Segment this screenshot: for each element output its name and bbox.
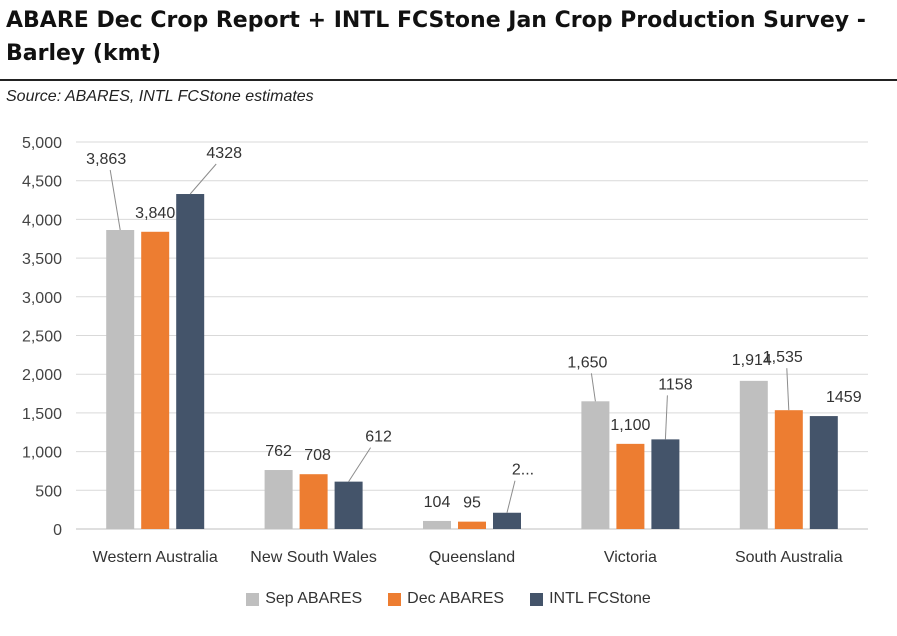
legend-item: INTL FCStone [530,590,651,608]
label-leader-line [189,163,217,195]
chart-title: ABARE Dec Crop Report + INTL FCStone Jan… [6,8,866,66]
bar [809,416,838,529]
bar [651,439,680,529]
bar [458,521,486,529]
bar [299,474,328,529]
legend-label: INTL FCStone [549,590,651,607]
legend: Sep ABARES Dec ABARES INTL FCStone [0,590,897,608]
data-label: 762 [265,443,292,460]
legend-label: Dec ABARES [407,590,505,607]
bar [739,380,768,529]
y-tick-label: 1,000 [22,445,62,462]
data-label: 2... [512,462,534,479]
legend-swatch [530,592,544,606]
y-tick-label: 3,000 [22,290,62,307]
data-label: 4328 [206,145,242,162]
legend-item: Dec ABARES [388,590,504,608]
bar [176,194,205,529]
label-leader-line [109,169,121,231]
label-leader-line [348,447,372,482]
category-label: Victoria [604,549,657,566]
data-label: 612 [365,429,392,446]
label-leader-line [786,368,790,411]
data-label: 1158 [658,376,693,393]
data-label: 1459 [826,389,862,406]
category-label: New South Wales [250,549,377,566]
label-leader-line [590,373,596,402]
category-label: Western Australia [93,549,218,566]
legend-item: Sep ABARES [246,590,362,608]
data-label: 708 [304,447,331,464]
bar [141,231,170,529]
bar [264,470,293,529]
data-label: 3,840 [135,205,175,222]
data-label: 1,535 [763,349,803,366]
title-divider [0,79,897,81]
bar [423,520,451,529]
y-tick-label: 3,500 [22,251,62,268]
y-tick-label: 2,500 [22,329,62,346]
y-tick-label: 4,500 [22,174,62,191]
y-tick-label: 5,000 [22,135,62,152]
data-label: 1,650 [567,354,607,371]
y-tick-label: 4,000 [22,212,62,229]
legend-label: Sep ABARES [265,590,363,607]
bar [774,410,803,529]
label-leader-line [506,480,516,513]
data-label: 1,100 [610,417,650,434]
bar [581,401,610,529]
data-label: 3,863 [86,151,126,168]
bar [616,443,645,529]
data-label: 1,914 [732,352,772,369]
category-label: Queensland [429,549,515,566]
legend-swatch [388,592,402,606]
y-tick-label: 1,500 [22,406,62,423]
y-tick-label: 2,000 [22,367,62,384]
data-label: 104 [424,494,451,511]
y-tick-label: 500 [35,483,62,500]
label-leader-line [664,395,668,440]
bar [106,230,135,530]
y-tick-label: 0 [53,522,62,539]
category-label: South Australia [735,549,843,566]
source-note: Source: ABARES, INTL FCStone estimates [6,88,314,105]
legend-swatch [246,592,260,606]
bar [493,512,521,529]
data-label: 95 [463,495,481,512]
bar [334,481,363,529]
